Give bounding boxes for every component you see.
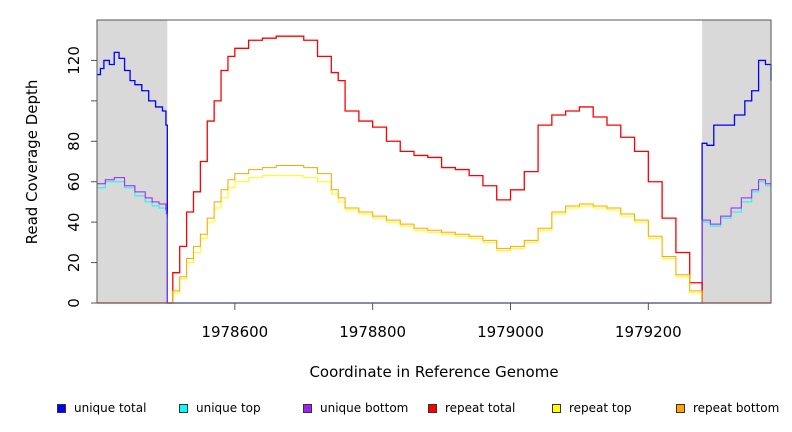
legend-label: repeat total [445,401,516,415]
shaded-region-0 [97,20,168,303]
legend-swatch [179,403,188,413]
legend-item-repeat-bottom: repeat bottom [676,401,779,415]
shaded-region-1 [702,20,771,303]
legend-item-unique-top: unique top [179,401,261,415]
y-tick-label: 60 [65,172,83,191]
series-line-repeat-top [97,175,771,304]
legend-swatch [57,403,66,413]
legend-label: unique total [74,401,147,415]
y-tick-label: 0 [65,298,83,308]
y-tick-label: 120 [65,46,83,75]
legend: unique total unique top unique bottom repea… [0,401,792,417]
series-line-repeat-bottom [97,165,771,304]
x-tick-label: 1978600 [201,323,268,341]
x-axis-label: Coordinate in Reference Genome [309,363,558,381]
legend-swatch [676,403,685,413]
y-tick-label: 80 [65,132,83,151]
legend-label: repeat bottom [693,401,780,415]
y-tick-label: 40 [65,213,83,232]
plot-frame [96,19,772,304]
y-axis-label: Read Coverage Depth [23,80,41,245]
x-tick-label: 1978800 [339,323,406,341]
series-line-unique-total [97,51,772,304]
legend-swatch [303,403,312,413]
legend-label: unique top [196,401,261,415]
legend-swatch [428,403,437,413]
legend-item-unique-total: unique total [57,401,146,415]
x-tick-label: 1979200 [615,323,682,341]
series-line-repeat-total [97,35,771,304]
legend-item-repeat-top: repeat top [552,401,632,415]
x-tick-label: 1979000 [477,323,544,341]
legend-label: repeat top [569,401,632,415]
legend-item-repeat-total: repeat total [428,401,515,415]
series-line-unique-bottom [97,177,772,304]
legend-label: unique bottom [320,401,409,415]
legend-swatch [552,403,561,413]
y-tick-label: 20 [65,253,83,272]
legend-item-unique-bottom: unique bottom [303,401,408,415]
series-line-unique-top [97,181,772,304]
